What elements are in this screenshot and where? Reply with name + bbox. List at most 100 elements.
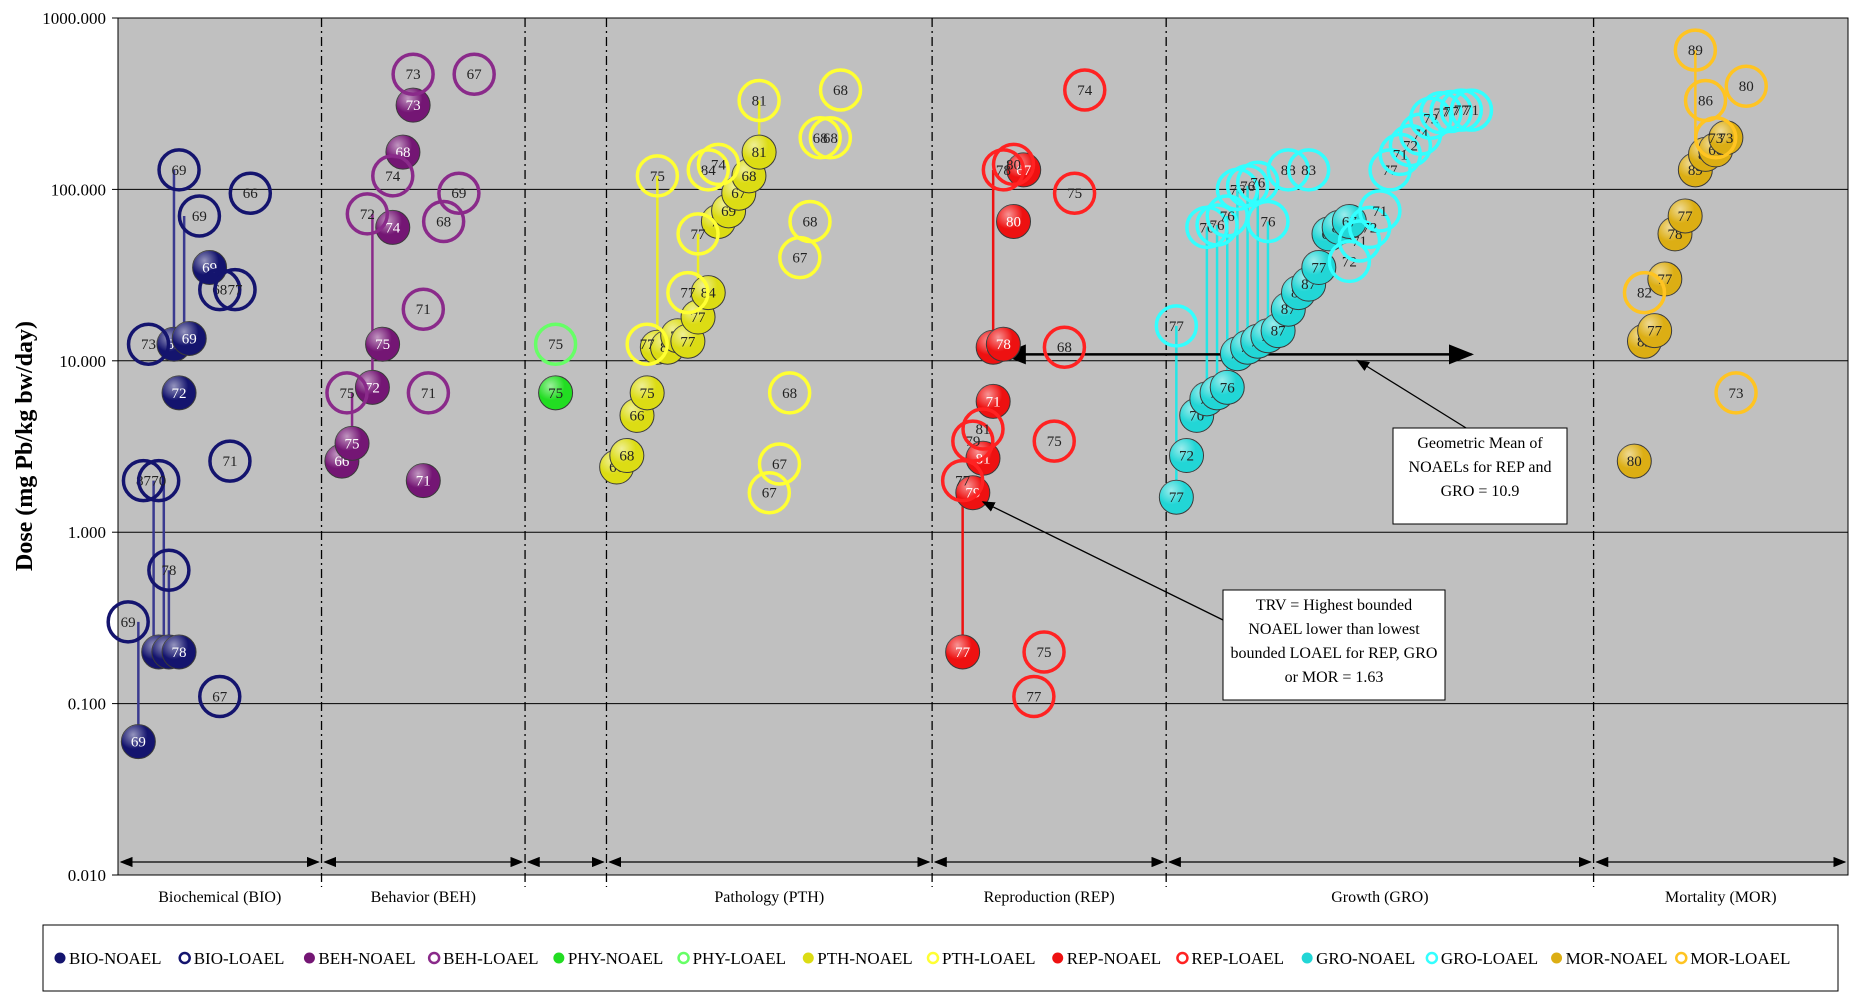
point-label: 71 (986, 394, 1001, 410)
category-label: Biochemical (BIO) (158, 889, 281, 906)
point-gro-loael: 83 (1286, 148, 1331, 192)
point-label: 75 (640, 386, 655, 402)
point-label: 68 (1057, 340, 1072, 356)
point-label: 89 (1688, 43, 1703, 59)
point-pth-loael: 68 (798, 116, 842, 160)
point-highlight (385, 135, 420, 170)
point-label: 72 (1179, 449, 1194, 465)
category-labels: Biochemical (BIO) Behavior (BEH) Pathology… (158, 889, 1776, 906)
point-gro-noael: 76 (1209, 369, 1245, 405)
point-marker (421, 199, 466, 244)
point-label: 75 (375, 337, 390, 353)
point-marker (1032, 419, 1076, 463)
point-label: 76 (1250, 175, 1266, 191)
point-label: 69 (451, 186, 466, 202)
point-highlight (335, 426, 370, 461)
point-label: 86 (1698, 94, 1714, 110)
point-label: 73 (406, 98, 421, 114)
legend-marker (1176, 951, 1189, 965)
legend-label: MOR-LOAEL (1690, 949, 1790, 968)
point-highlight (375, 210, 410, 245)
point-label: 75 (345, 436, 360, 452)
point-marker (1286, 148, 1331, 192)
legend-item-mor-loael: MOR-LOAEL (1675, 949, 1790, 968)
point-bio-noael: 69 (120, 724, 156, 760)
legend-item-pth-loael: PTH-LOAEL (926, 949, 1035, 968)
point-label: 76 (1260, 214, 1276, 230)
point-highlight (162, 635, 197, 670)
annotations: Geometric Mean of NOAELs for REP and GRO =… (981, 359, 1568, 701)
point-rep-loael: 78 (981, 148, 1026, 192)
point-label: 71 (421, 386, 436, 402)
point-pth-loael: 67 (757, 442, 802, 486)
point-phy-noael: 75 (538, 375, 574, 411)
point-marker (951, 419, 995, 463)
legend-label: REP-LOAEL (1191, 949, 1284, 968)
point-beh-loael: 75 (325, 371, 369, 415)
point-marker (1052, 171, 1097, 215)
point-marker (808, 116, 853, 160)
y-axis-label: Dose (mg Pb/kg bw/day) (12, 321, 38, 571)
point-bio-loael: 78 (147, 548, 191, 592)
point-bio-noael: 69 (171, 320, 207, 356)
annotation-text: bounded LOAEL for REP, GRO (1231, 645, 1438, 662)
point-highlight (365, 327, 400, 362)
point-bio-noael: 78 (161, 634, 197, 670)
point-marker (1022, 630, 1066, 674)
point-bio-loael: 69 (106, 600, 150, 644)
point-marker (1358, 189, 1402, 233)
legend-item-rep-loael: REP-LOAEL (1176, 949, 1284, 968)
point-label: 77 (1311, 261, 1327, 277)
point-marker (208, 439, 252, 483)
legend-marker (926, 951, 940, 965)
point-rep-loael: 77 (1012, 674, 1056, 719)
point-label: 81 (752, 145, 767, 161)
legend-item-phy-loael: PHY-LOAEL (677, 949, 786, 968)
annotation-text: or MOR = 1.63 (1285, 669, 1384, 686)
point-pth-loael: 67 (747, 470, 792, 515)
point-marker (452, 52, 496, 96)
point-label: 67 (772, 457, 788, 473)
point-marker (533, 322, 578, 366)
point-marker (228, 171, 273, 215)
point-highlight (162, 375, 197, 410)
legend-marker (427, 951, 441, 965)
point-mor-noael: 77 (1637, 313, 1673, 349)
point-highlight (1637, 313, 1672, 348)
point-pth-loael: 68 (767, 371, 812, 415)
point-label: 82 (1637, 286, 1652, 302)
point-highlight (406, 463, 441, 498)
point-label: 77 (1647, 324, 1663, 340)
point-label: 68 (813, 131, 828, 147)
point-marker (213, 267, 257, 312)
category-label: Mortality (MOR) (1665, 889, 1777, 906)
point-gro-loael: 77 (1154, 304, 1199, 348)
point-pth-noael: 68 (609, 438, 645, 474)
legend-item-beh-loael: BEH-LOAEL (427, 949, 539, 968)
point-marker (325, 371, 369, 415)
point-rep-loael: 75 (1022, 630, 1066, 674)
point-beh-loael: 73 (391, 52, 435, 96)
point-label: 77 (1169, 490, 1185, 506)
point-label: 77 (228, 283, 244, 299)
point-mor-loael: 82 (1622, 270, 1667, 315)
point-pth-loael: 81 (737, 78, 781, 123)
point-pth-noael: 75 (629, 375, 665, 411)
point-label: 79 (965, 486, 980, 502)
legend-label: GRO-NOAEL (1316, 949, 1415, 968)
point-label: 68 (803, 214, 818, 230)
point-mor-noael: 77 (1647, 261, 1683, 297)
annotation-text: Geometric Mean of (1417, 435, 1543, 452)
point-label: 70 (151, 474, 166, 490)
legend-item-mor-noael: MOR-NOAEL (1551, 949, 1668, 968)
legend-item-phy-noael: PHY-NOAEL (553, 949, 663, 968)
legend-label: BIO-LOAEL (194, 949, 285, 968)
point-marker (1266, 148, 1311, 192)
point-marker (1449, 88, 1494, 132)
point-rep-loael: 81 (961, 407, 1005, 451)
point-label: 75 (1067, 186, 1082, 202)
legend-label: REP-NOAEL (1067, 949, 1161, 968)
point-rep-noael: 77 (945, 634, 981, 670)
annotation-box: Geometric Mean of NOAELs for REP and GRO =… (1356, 359, 1568, 525)
point-bio-loael: 73 (126, 322, 171, 366)
